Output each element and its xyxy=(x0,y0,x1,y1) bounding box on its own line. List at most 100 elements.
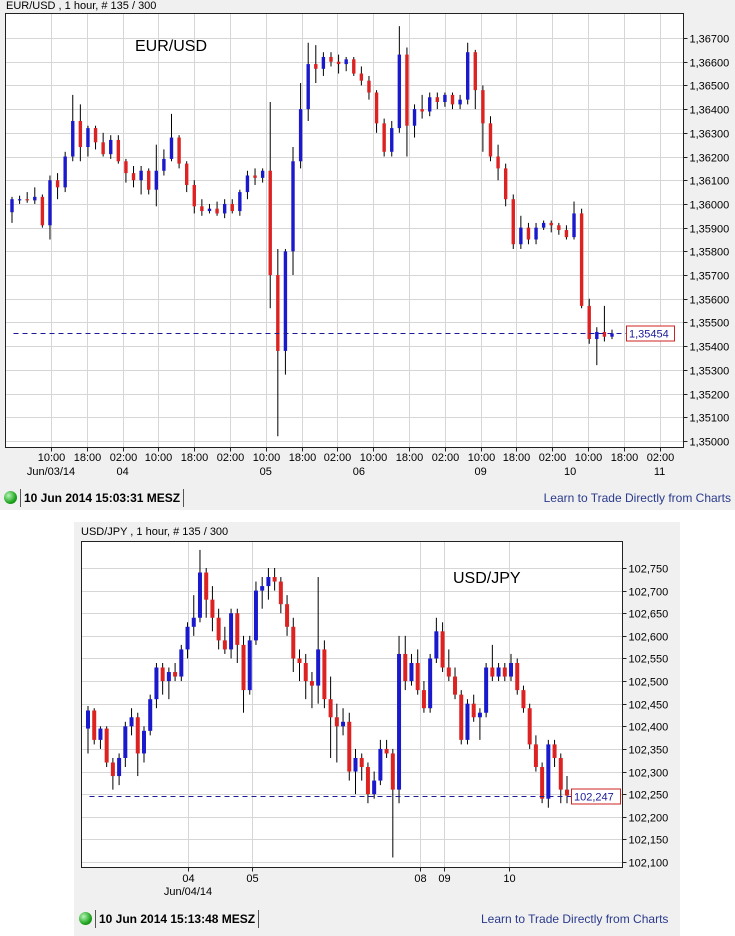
candle-body xyxy=(93,128,98,143)
candle-body xyxy=(215,208,219,214)
candle-body xyxy=(268,170,272,276)
x-tick-label: 08 xyxy=(414,873,426,885)
candle-body xyxy=(595,331,599,340)
candle-body xyxy=(104,728,109,763)
y-tick-label: 102,650 xyxy=(629,609,669,621)
candle-body xyxy=(285,604,290,627)
candle-body xyxy=(488,123,493,157)
y-tick-label: 1,36700 xyxy=(690,34,730,46)
candle-body xyxy=(241,644,246,691)
candle-body xyxy=(204,572,209,600)
candle-body xyxy=(329,56,333,62)
candle-body xyxy=(403,653,408,682)
x-tick-label: 02:00 xyxy=(539,452,567,464)
candle-body xyxy=(298,109,303,162)
y-tick-label: 1,36300 xyxy=(690,129,730,141)
candle-body xyxy=(86,128,90,148)
candle-body xyxy=(110,762,115,777)
candle-body xyxy=(48,180,52,226)
candle-body xyxy=(162,158,166,171)
candle-body xyxy=(92,710,97,740)
y-tick-label: 102,750 xyxy=(629,564,669,576)
candle-body xyxy=(179,649,184,677)
y-tick-label: 102,450 xyxy=(629,700,669,712)
y-tick-label: 1,36200 xyxy=(690,153,730,165)
candle-body xyxy=(374,92,379,124)
y-tick-label: 1,36500 xyxy=(690,81,730,93)
candle-body xyxy=(306,64,310,110)
chart-title: USD/JPY xyxy=(453,570,521,587)
candle-body xyxy=(303,662,308,682)
y-tick-label: 1,35600 xyxy=(690,295,730,307)
candle-body xyxy=(602,331,607,337)
x-tick-label: 10:00 xyxy=(253,452,281,464)
candle-body xyxy=(446,667,451,677)
candle-body xyxy=(245,175,250,193)
candle-body xyxy=(572,213,576,238)
candle-body xyxy=(316,649,321,686)
x-tick-label: 10:00 xyxy=(360,452,388,464)
x-tick-label: 10:00 xyxy=(468,452,496,464)
green-status-dot-icon xyxy=(4,491,17,504)
x-tick-label: 18:00 xyxy=(74,452,102,464)
candle-body xyxy=(291,626,296,659)
candle-body xyxy=(229,613,234,650)
x-date-label: 06 xyxy=(353,466,365,478)
candle-body xyxy=(177,137,181,164)
eurusd-chart: 10:00 18:00 02:00 10:00 18:00 02:00 10:00 18:00… xyxy=(5,13,730,478)
candle-body xyxy=(117,757,122,777)
candle-body xyxy=(297,658,302,663)
candle-body xyxy=(519,227,523,245)
candle-body xyxy=(587,305,591,340)
candle-body xyxy=(148,699,153,731)
candle-body xyxy=(10,199,14,213)
candle-body xyxy=(334,717,339,727)
candle-body xyxy=(169,137,174,159)
y-tick-label: 1,35200 xyxy=(690,390,730,402)
x-date-label: 04 xyxy=(116,466,128,478)
candle-body xyxy=(610,333,614,337)
y-tick-label: 1,35000 xyxy=(690,437,730,449)
candle-body xyxy=(192,184,196,207)
candle-body xyxy=(503,168,508,200)
candle-body xyxy=(352,59,356,74)
y-tick-label: 102,200 xyxy=(629,813,669,825)
candle-body xyxy=(565,789,569,796)
candle-body xyxy=(86,710,90,729)
y-tick-label: 102,500 xyxy=(629,677,669,689)
x-tick-label: 02:00 xyxy=(217,452,245,464)
candle-body xyxy=(235,613,240,645)
x-date-label: Jun/04/14 xyxy=(164,886,212,898)
candle-body xyxy=(40,196,45,226)
learn-to-trade-link[interactable]: Learn to Trade Directly from Charts xyxy=(481,912,669,926)
y-tick-label: 102,600 xyxy=(629,632,669,644)
candle-body xyxy=(515,662,520,691)
candle-body xyxy=(496,667,501,677)
candle-body xyxy=(450,94,455,105)
candle-body xyxy=(341,721,346,727)
candle-body xyxy=(435,97,440,103)
candle-body xyxy=(397,54,402,129)
candle-body xyxy=(154,170,159,190)
y-tick-label: 1,35900 xyxy=(690,224,730,236)
candle-body xyxy=(409,662,414,682)
candle-body xyxy=(564,230,569,238)
candle-body xyxy=(458,99,462,105)
candle-body xyxy=(557,225,561,231)
candle-body xyxy=(253,590,258,641)
x-tick-label: 02:00 xyxy=(110,452,138,464)
candle-body xyxy=(541,222,546,228)
candle-body xyxy=(222,640,227,650)
candle-body xyxy=(434,631,439,659)
x-tick-label: 18:00 xyxy=(289,452,317,464)
candle-body xyxy=(276,275,280,351)
x-tick-label: 18:00 xyxy=(396,452,424,464)
current-price-box xyxy=(571,788,621,805)
y-tick-label: 1,35300 xyxy=(690,366,730,378)
green-status-dot-icon xyxy=(79,912,92,925)
learn-to-trade-link[interactable]: Learn to Trade Directly from Charts xyxy=(543,491,731,505)
candle-body xyxy=(552,744,557,758)
candle-body xyxy=(490,667,495,677)
candle-body xyxy=(191,617,196,627)
candle-body xyxy=(367,80,371,93)
